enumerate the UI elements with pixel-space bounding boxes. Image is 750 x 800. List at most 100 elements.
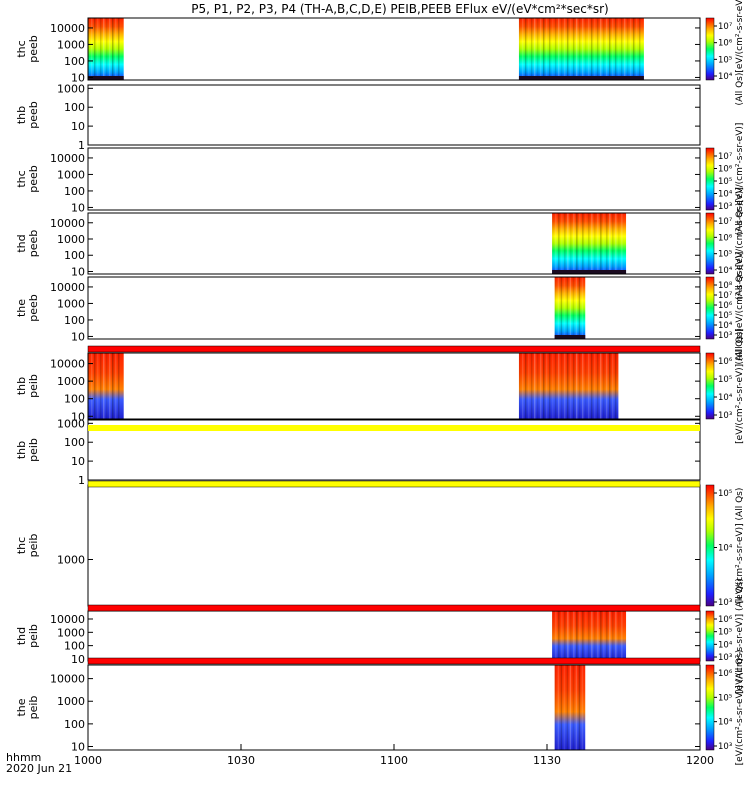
y-tick-label: 100 — [64, 436, 85, 449]
y-tick-label: 10000 — [50, 22, 85, 35]
colorbar-gradient — [705, 212, 715, 275]
figure-title: P5, P1, P2, P3, P4 (TH-A,B,C,D,E) PEIB,P… — [191, 2, 608, 16]
fill-band — [87, 657, 701, 665]
colorbar-tick-label: 10⁶ — [718, 301, 733, 311]
spectrogram-block — [552, 611, 627, 661]
y-tick-label: 1000 — [57, 233, 85, 246]
y-axis-label: peib — [27, 374, 40, 398]
x-tick-label: 1130 — [533, 754, 561, 767]
y-tick-label: 1000 — [57, 626, 85, 639]
colorbar-gradient — [705, 276, 715, 340]
colorbar-gradient — [705, 610, 715, 662]
panel-10: 10 100 1000 10000 the peib — [15, 664, 701, 753]
y-axis-label: thc — [15, 537, 28, 554]
panel-frame — [87, 419, 701, 481]
colorbar-title: [eV/(cm²-s-sr-eV)] (All Qs) — [735, 578, 745, 694]
y-tick-label: 100 — [64, 249, 85, 262]
y-tick-label: 100 — [64, 314, 85, 327]
y-tick-label: 1000 — [57, 82, 85, 95]
y-axis-label: the — [15, 698, 28, 716]
y-tick-label: 10000 — [50, 152, 85, 165]
y-tick-label: 1000 — [57, 695, 85, 708]
y-tick-label: 1000 — [57, 168, 85, 181]
colorbar-title: [eV/(cm²-s-sr-eV)] (All Qs) — [735, 650, 745, 766]
y-axis-label: thb — [15, 106, 28, 124]
colorbar-tick-label: 10⁵ — [718, 628, 732, 638]
colorbar-tick-label: 10⁷ — [718, 152, 733, 162]
y-tick-label: 100 — [64, 640, 85, 653]
panel-frame — [87, 352, 701, 420]
y-axis-label: thd — [15, 627, 28, 645]
colorbar-tick-label: 10⁶ — [718, 165, 733, 175]
colorbar-gradient — [705, 484, 715, 607]
panel-6: 10 100 1000 10000 thb peib — [15, 352, 701, 423]
colorbar-title: (All Qs)[eV/(cm²-s-sr-eV)] — [735, 0, 745, 105]
spectrogram-block — [88, 353, 124, 419]
panel-1: 10 100 1000 10000 thc peeb — [15, 17, 701, 84]
colorbar-1: 10⁷ 10⁶ 10⁵ 10⁴ (All Qs)[eV/(cm²-s-sr-eV)] — [705, 0, 745, 105]
colorbar-tick-label: 10⁴ — [718, 640, 733, 650]
panel-8: 1000 thc peib — [15, 484, 701, 607]
colorbar-gradient — [705, 664, 715, 751]
fill-band — [88, 425, 700, 431]
x-axis-label-line1: hhmm — [6, 751, 41, 764]
y-tick-label: 1 — [78, 474, 85, 487]
y-tick-label: 10 — [71, 201, 85, 214]
colorbar-tick-label: 10⁵ — [718, 693, 732, 703]
y-tick-label: 1000 — [57, 417, 85, 430]
colorbar-tick-label: 10⁶ — [718, 233, 733, 243]
colorbar-gradient — [705, 352, 715, 420]
y-axis-label: thb — [15, 377, 28, 395]
panel-frame — [87, 84, 701, 146]
colorbar-3: 10⁷ 10⁶ 10⁵ 10⁴ (All Qs)[eV/(cm²-s-sr-eV)] — [705, 187, 745, 300]
panel-frame — [87, 276, 701, 340]
colorbar-7: 10⁶ 10⁵ 10⁴ 10³ [eV/(cm²-s-sr-eV)] (All Qs) — [705, 578, 745, 694]
colorbar-tick-label: 10⁵ — [718, 375, 732, 385]
colorbar-tick-label: 10⁴ — [718, 72, 733, 82]
fill-bands — [87, 345, 701, 665]
colorbar-tick-label: 10⁶ — [718, 39, 733, 49]
y-tick-label: 1000 — [57, 553, 85, 566]
colorbar-tick-label: 10³ — [718, 598, 732, 608]
panel-4: 10 100 1000 10000 thd peeb — [15, 212, 701, 278]
panel-frame — [87, 484, 701, 607]
fill-band — [87, 604, 701, 612]
panel-3: 10 100 1000 10000 thc peeb — [15, 147, 701, 214]
y-tick-label: 100 — [64, 393, 85, 406]
colorbar-5: 10⁶ 10⁵ 10⁴ 10³ [eV/(cm²-s-sr-eV)] (All Qs) — [705, 328, 745, 444]
y-axis-label: peeb — [27, 101, 40, 129]
y-tick-label: 1 — [78, 139, 85, 152]
colorbar-title: [eV/(cm²-s-sr-eV)] (All Qs) — [735, 328, 745, 444]
colorbar-tick-label: 10⁶ — [718, 669, 733, 679]
y-tick-label: 100 — [64, 718, 85, 731]
colorbar-tick-label: 10⁴ — [718, 321, 733, 331]
colorbar-title: (All Qs)[eV/(cm²-s-sr-eV)] — [735, 187, 745, 300]
colorbar-tick-label: 10⁶ — [718, 357, 733, 367]
y-axis-label: thc — [15, 40, 28, 57]
y-tick-label: 1000 — [57, 38, 85, 51]
y-tick-label: 10 — [71, 410, 85, 423]
y-tick-label: 100 — [64, 185, 85, 198]
y-tick-label: 10 — [71, 740, 85, 753]
y-axis-label: peeb — [27, 35, 40, 63]
colorbar-2: 10⁷ 10⁶ 10⁵ 10⁴ 10³ (All Qs)[eV/(cm²-s-sr-eV)… — [705, 123, 745, 235]
colorbar-tick-label: 10³ — [718, 742, 732, 752]
spectrogram-block — [554, 277, 586, 339]
colorbar-tick-label: 10⁴ — [718, 266, 733, 276]
colorbar-tick-label: 10⁷ — [718, 22, 733, 32]
panel-frame — [87, 147, 701, 211]
panel-frame — [87, 212, 701, 275]
y-tick-label: 10000 — [50, 613, 85, 626]
colorbar-tick-label: 10³ — [718, 202, 732, 212]
colorbar-tick-label: 10⁵ — [718, 311, 732, 321]
x-tick-label: 1000 — [74, 754, 102, 767]
colorbar-tick-label: 10⁵ — [718, 250, 732, 260]
y-tick-label: 10 — [71, 330, 85, 343]
y-tick-label: 10 — [71, 653, 85, 666]
spectrogram-block — [552, 213, 627, 274]
y-axis-label: peib — [27, 438, 40, 462]
x-tick-label: 1030 — [227, 754, 255, 767]
spectrogram-block — [518, 18, 644, 80]
x-axis: 1000 1030 1100 1130 1200 — [74, 744, 714, 767]
